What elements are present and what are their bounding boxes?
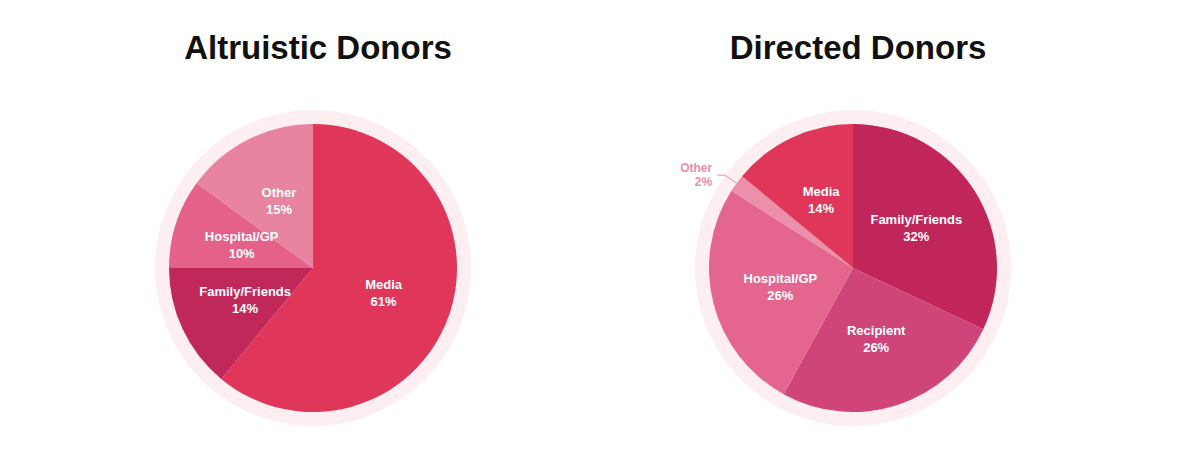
- svg-text:Hospital/GP: Hospital/GP: [744, 271, 818, 286]
- svg-text:26%: 26%: [863, 340, 889, 355]
- svg-text:Directed Donors: Directed Donors: [730, 29, 987, 66]
- svg-text:Family/Friends: Family/Friends: [199, 284, 291, 299]
- svg-text:Family/Friends: Family/Friends: [870, 212, 962, 227]
- svg-text:Recipient: Recipient: [847, 323, 906, 338]
- svg-text:15%: 15%: [266, 202, 292, 217]
- svg-text:Other: Other: [262, 185, 297, 200]
- svg-text:10%: 10%: [229, 246, 255, 261]
- svg-text:14%: 14%: [232, 301, 258, 316]
- svg-text:Media: Media: [365, 277, 403, 292]
- svg-text:Media: Media: [803, 184, 841, 199]
- svg-text:Hospital/GP: Hospital/GP: [205, 229, 279, 244]
- svg-text:26%: 26%: [767, 288, 793, 303]
- svg-text:2%: 2%: [695, 175, 713, 189]
- svg-text:14%: 14%: [808, 201, 834, 216]
- svg-text:Altruistic Donors: Altruistic Donors: [184, 29, 452, 66]
- svg-text:61%: 61%: [371, 294, 397, 309]
- svg-text:32%: 32%: [903, 229, 929, 244]
- svg-text:Other: Other: [680, 161, 712, 175]
